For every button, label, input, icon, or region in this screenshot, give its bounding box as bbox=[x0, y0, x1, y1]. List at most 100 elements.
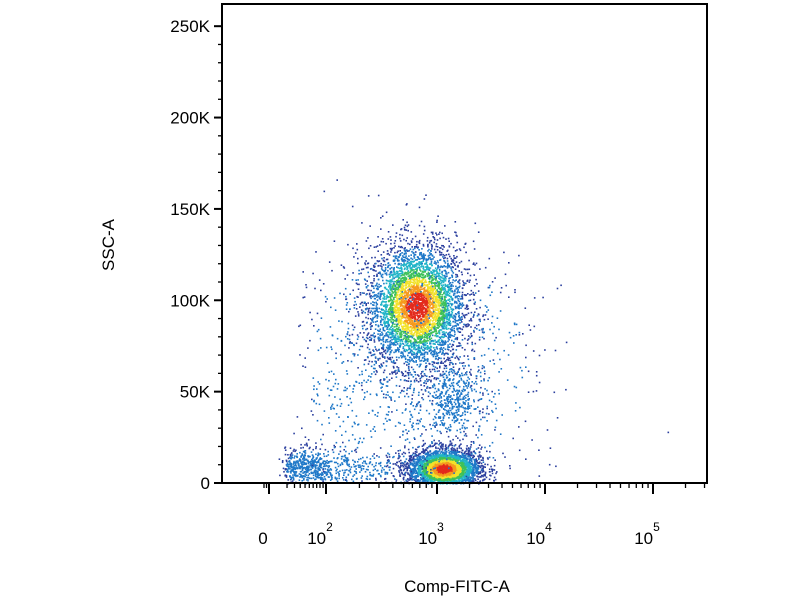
data-point bbox=[419, 268, 421, 270]
data-point bbox=[384, 287, 387, 290]
data-point bbox=[459, 317, 461, 319]
data-point bbox=[410, 276, 413, 279]
data-point bbox=[377, 359, 380, 361]
data-point bbox=[432, 294, 434, 296]
data-point bbox=[388, 286, 390, 288]
data-point bbox=[405, 342, 407, 344]
data-point bbox=[454, 257, 457, 259]
data-point bbox=[397, 314, 400, 316]
data-point bbox=[472, 467, 474, 470]
data-point bbox=[406, 272, 408, 274]
data-point bbox=[412, 308, 414, 311]
data-point bbox=[463, 462, 466, 465]
data-point bbox=[427, 334, 430, 337]
data-point bbox=[398, 307, 401, 309]
data-point bbox=[399, 342, 402, 345]
data-point bbox=[419, 329, 422, 332]
data-point bbox=[427, 294, 429, 297]
data-point bbox=[413, 348, 415, 350]
data-point bbox=[435, 447, 437, 450]
data-point bbox=[459, 302, 461, 305]
data-point bbox=[418, 308, 420, 311]
data-point bbox=[391, 299, 394, 302]
data-point bbox=[425, 315, 427, 318]
data-point bbox=[390, 281, 392, 283]
data-point bbox=[383, 293, 386, 296]
data-point bbox=[418, 323, 420, 325]
data-point bbox=[395, 464, 398, 466]
data-point bbox=[389, 307, 391, 309]
data-point bbox=[405, 257, 408, 260]
data-point bbox=[469, 274, 472, 277]
data-point bbox=[371, 285, 373, 288]
data-point bbox=[411, 394, 414, 396]
data-point bbox=[401, 333, 403, 335]
data-point bbox=[393, 337, 395, 339]
data-point bbox=[452, 308, 455, 311]
data-point bbox=[414, 264, 417, 267]
data-point bbox=[374, 357, 377, 359]
data-point bbox=[424, 266, 427, 268]
data-point bbox=[390, 242, 392, 245]
data-point bbox=[365, 316, 367, 319]
data-point bbox=[450, 290, 452, 293]
data-point bbox=[437, 447, 439, 450]
data-point bbox=[441, 248, 444, 251]
data-point bbox=[404, 317, 406, 319]
data-point bbox=[436, 319, 439, 322]
data-point bbox=[397, 260, 399, 262]
data-point bbox=[396, 272, 399, 275]
data-point bbox=[387, 320, 390, 322]
data-point bbox=[403, 308, 405, 310]
data-point bbox=[380, 240, 383, 243]
data-point bbox=[459, 319, 461, 321]
data-point bbox=[383, 305, 385, 307]
data-point bbox=[382, 297, 384, 300]
data-point bbox=[452, 266, 454, 269]
data-point bbox=[484, 314, 487, 316]
data-point bbox=[376, 307, 378, 309]
data-point bbox=[379, 244, 381, 246]
data-point bbox=[385, 298, 387, 300]
data-point bbox=[410, 345, 413, 348]
data-point bbox=[444, 262, 447, 264]
data-point bbox=[357, 311, 359, 313]
data-point bbox=[460, 298, 462, 300]
data-point bbox=[430, 328, 433, 330]
data-point bbox=[401, 269, 403, 271]
data-point bbox=[421, 248, 423, 250]
data-point bbox=[386, 312, 388, 315]
data-point bbox=[342, 266, 345, 268]
data-point bbox=[448, 279, 450, 282]
data-point bbox=[389, 247, 392, 250]
data-point bbox=[427, 286, 429, 289]
data-point bbox=[411, 350, 414, 353]
data-point bbox=[383, 313, 385, 316]
data-point bbox=[482, 475, 484, 478]
data-point bbox=[420, 328, 423, 330]
data-point bbox=[443, 304, 446, 307]
data-point bbox=[430, 352, 432, 355]
data-point bbox=[446, 318, 448, 320]
data-point bbox=[427, 307, 430, 310]
data-point bbox=[446, 265, 448, 268]
data-point bbox=[410, 304, 413, 306]
data-point bbox=[435, 262, 437, 264]
data-point bbox=[397, 328, 399, 330]
data-point bbox=[413, 325, 415, 327]
data-point bbox=[404, 344, 406, 347]
data-point bbox=[473, 350, 476, 353]
data-point bbox=[415, 357, 418, 359]
data-point bbox=[483, 318, 486, 321]
data-point bbox=[427, 319, 430, 322]
data-point bbox=[410, 257, 412, 260]
data-point bbox=[409, 336, 411, 338]
data-point bbox=[438, 341, 440, 343]
data-point bbox=[420, 266, 422, 268]
data-point bbox=[355, 308, 358, 310]
data-point bbox=[453, 257, 456, 259]
data-point bbox=[491, 281, 494, 283]
data-point bbox=[433, 248, 436, 251]
data-point bbox=[420, 280, 423, 282]
data-point bbox=[430, 288, 433, 291]
